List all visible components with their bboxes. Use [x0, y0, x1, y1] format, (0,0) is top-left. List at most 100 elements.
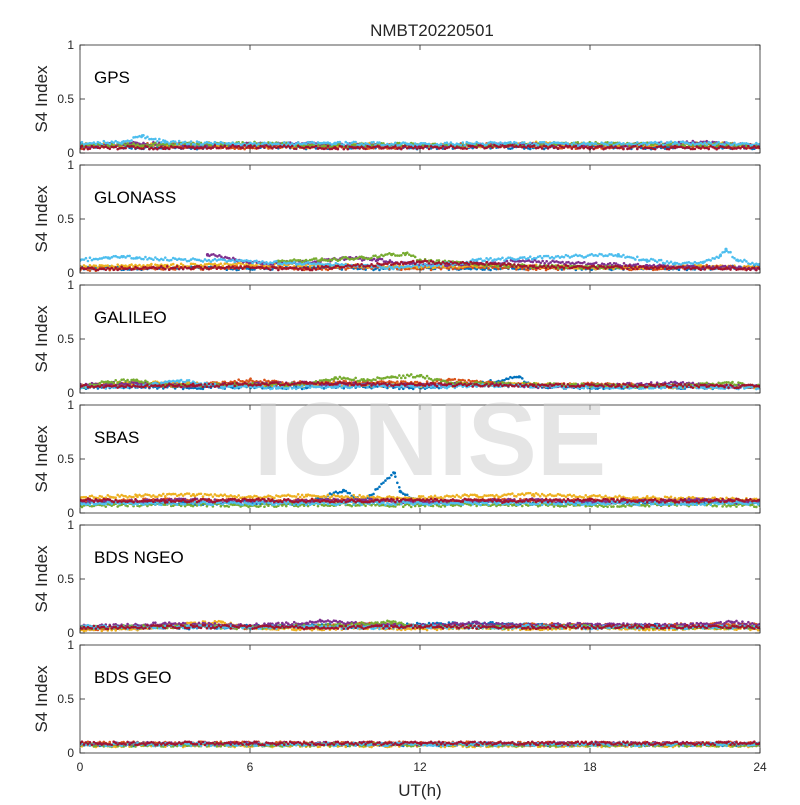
data-point	[378, 255, 381, 258]
data-point	[543, 265, 546, 268]
data-point	[645, 258, 648, 261]
data-point	[648, 260, 651, 263]
data-point	[729, 268, 732, 271]
data-point	[713, 257, 716, 260]
y-tick-label: 1	[67, 38, 74, 52]
data-point	[519, 144, 522, 147]
data-point	[87, 260, 90, 263]
data-point	[416, 147, 419, 150]
data-point	[596, 267, 599, 270]
data-point	[571, 147, 574, 150]
data-point	[164, 256, 167, 259]
data-point	[241, 147, 244, 150]
data-point	[142, 147, 145, 150]
data-point	[275, 267, 278, 270]
data-point	[251, 262, 254, 265]
data-point	[623, 262, 626, 265]
data-point	[600, 145, 603, 148]
data-point	[202, 260, 205, 263]
data-point	[709, 142, 712, 145]
data-point	[622, 148, 625, 151]
data-point	[220, 255, 223, 258]
data-point	[89, 147, 92, 150]
data-point	[120, 265, 123, 268]
data-point	[281, 263, 284, 266]
data-point	[293, 261, 296, 264]
data-point	[107, 256, 110, 259]
data-point	[386, 267, 389, 270]
data-point	[202, 143, 205, 146]
data-point	[428, 262, 431, 265]
data-point	[354, 141, 357, 144]
chart-title: NMBT20220501	[370, 21, 494, 40]
data-point	[178, 140, 181, 143]
data-point	[733, 142, 736, 145]
data-point	[414, 263, 417, 266]
data-point	[610, 141, 613, 144]
data-point	[202, 268, 205, 271]
data-point	[136, 143, 139, 146]
data-point	[596, 255, 599, 258]
data-point	[231, 259, 234, 262]
data-point	[220, 262, 223, 265]
data-point	[515, 265, 518, 268]
data-point	[341, 145, 344, 148]
data-point	[337, 148, 340, 151]
data-point	[475, 146, 478, 149]
data-point	[319, 267, 322, 270]
data-point	[699, 147, 702, 150]
data-point	[154, 142, 157, 145]
data-point	[373, 258, 376, 261]
data-point	[311, 269, 314, 272]
data-point	[85, 257, 88, 260]
data-point	[130, 139, 133, 142]
data-point	[184, 258, 187, 261]
data-point	[703, 268, 706, 271]
data-point	[160, 141, 163, 144]
data-point	[400, 261, 403, 264]
data-point	[114, 266, 117, 269]
data-point	[527, 266, 530, 269]
data-point	[440, 268, 443, 271]
data-point	[499, 141, 502, 144]
data-point	[622, 268, 625, 271]
data-point	[525, 146, 528, 149]
data-point	[299, 259, 302, 262]
data-point	[124, 147, 127, 150]
data-point	[99, 147, 102, 150]
data-point	[563, 267, 566, 270]
data-point	[497, 143, 500, 146]
data-point	[736, 258, 739, 261]
data-point	[637, 263, 640, 266]
data-point	[237, 142, 240, 145]
data-point	[622, 142, 625, 145]
data-point	[567, 265, 570, 268]
data-point	[163, 141, 166, 144]
data-point	[317, 265, 320, 268]
data-point	[121, 255, 124, 258]
data-point	[132, 142, 135, 145]
data-point	[176, 143, 179, 146]
data-point	[295, 147, 298, 150]
data-point	[190, 140, 193, 143]
data-point	[670, 261, 673, 264]
data-point	[660, 259, 663, 262]
data-point	[547, 265, 550, 268]
data-point	[398, 263, 401, 266]
data-point	[414, 256, 417, 259]
data-point	[253, 145, 256, 148]
data-point	[503, 142, 506, 145]
data-point	[705, 143, 708, 146]
data-point	[487, 267, 490, 270]
data-point	[243, 144, 246, 147]
data-point	[103, 140, 106, 143]
data-point	[253, 142, 256, 145]
data-point	[446, 141, 449, 144]
data-point	[126, 142, 129, 145]
y-axis-label: S4 Index	[32, 185, 51, 253]
data-point	[749, 268, 752, 271]
data-point	[381, 258, 384, 261]
data-point	[682, 265, 685, 268]
data-point	[138, 264, 141, 267]
data-point	[394, 141, 397, 144]
